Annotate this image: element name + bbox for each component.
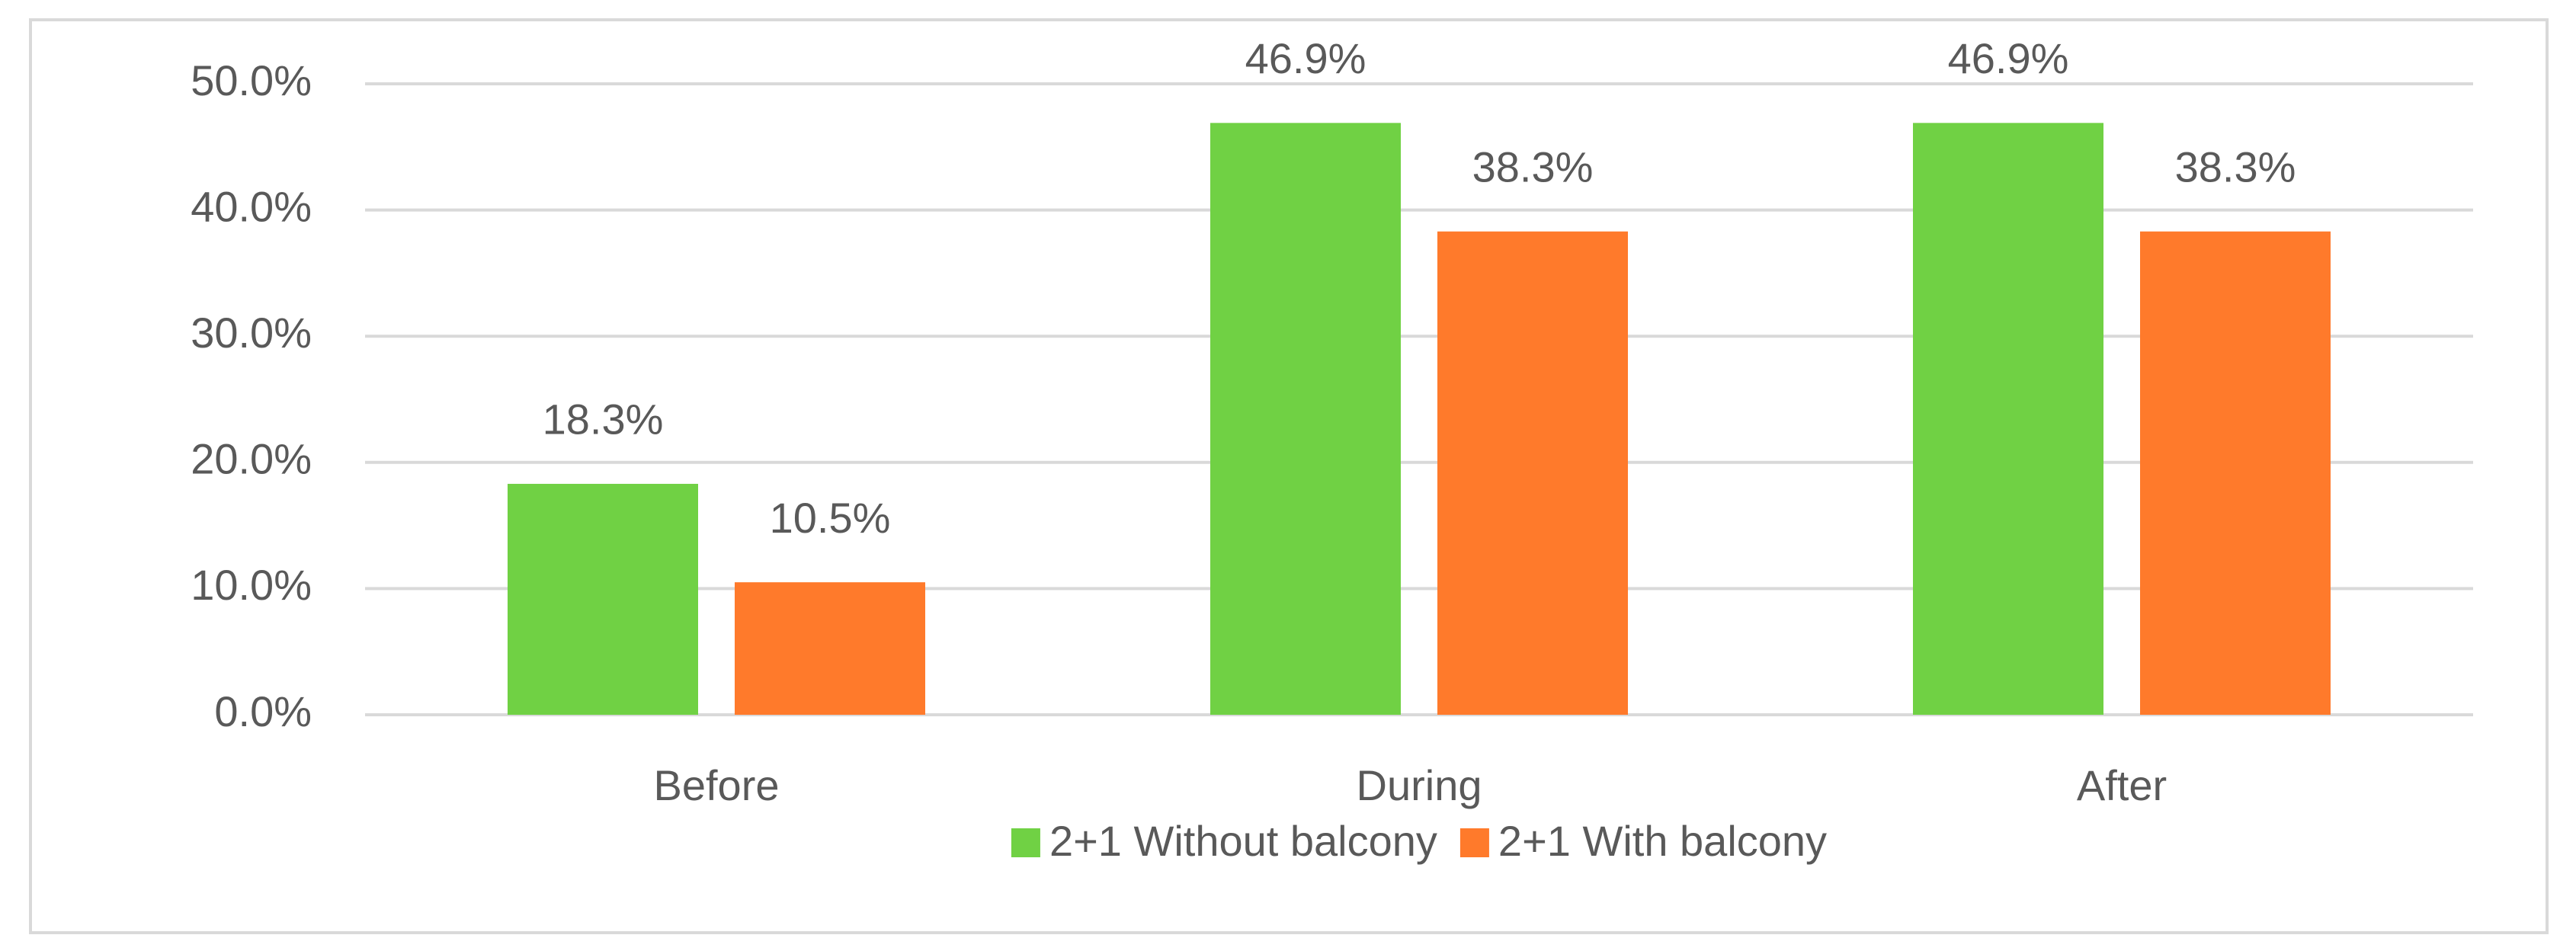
x-tick-label: After	[2077, 761, 2167, 809]
bar	[1913, 123, 2103, 715]
y-tick-label: 30.0%	[191, 309, 312, 357]
legend-label: 2+1 With balcony	[1498, 817, 1827, 865]
value-label: 18.3%	[543, 395, 664, 443]
y-tick-label: 50.0%	[191, 56, 312, 104]
y-tick-label: 20.0%	[191, 435, 312, 483]
value-label: 38.3%	[2175, 143, 2296, 191]
bar	[2140, 231, 2331, 715]
value-label: 46.9%	[1245, 34, 1366, 82]
x-tick-label: During	[1357, 761, 1482, 809]
bar	[1437, 231, 1628, 715]
y-tick-label: 10.0%	[191, 561, 312, 609]
value-label: 46.9%	[1948, 34, 2069, 82]
bar	[1210, 123, 1401, 715]
legend-swatch	[1011, 828, 1040, 857]
y-tick-label: 0.0%	[214, 687, 312, 735]
value-label: 10.5%	[770, 494, 891, 542]
x-tick-label: Before	[654, 761, 780, 809]
bar	[735, 582, 925, 715]
legend-swatch	[1459, 828, 1489, 857]
bar	[508, 483, 698, 715]
y-tick-label: 40.0%	[191, 182, 312, 230]
legend-label: 2+1 Without balcony	[1049, 817, 1437, 865]
value-label: 38.3%	[1472, 143, 1594, 191]
